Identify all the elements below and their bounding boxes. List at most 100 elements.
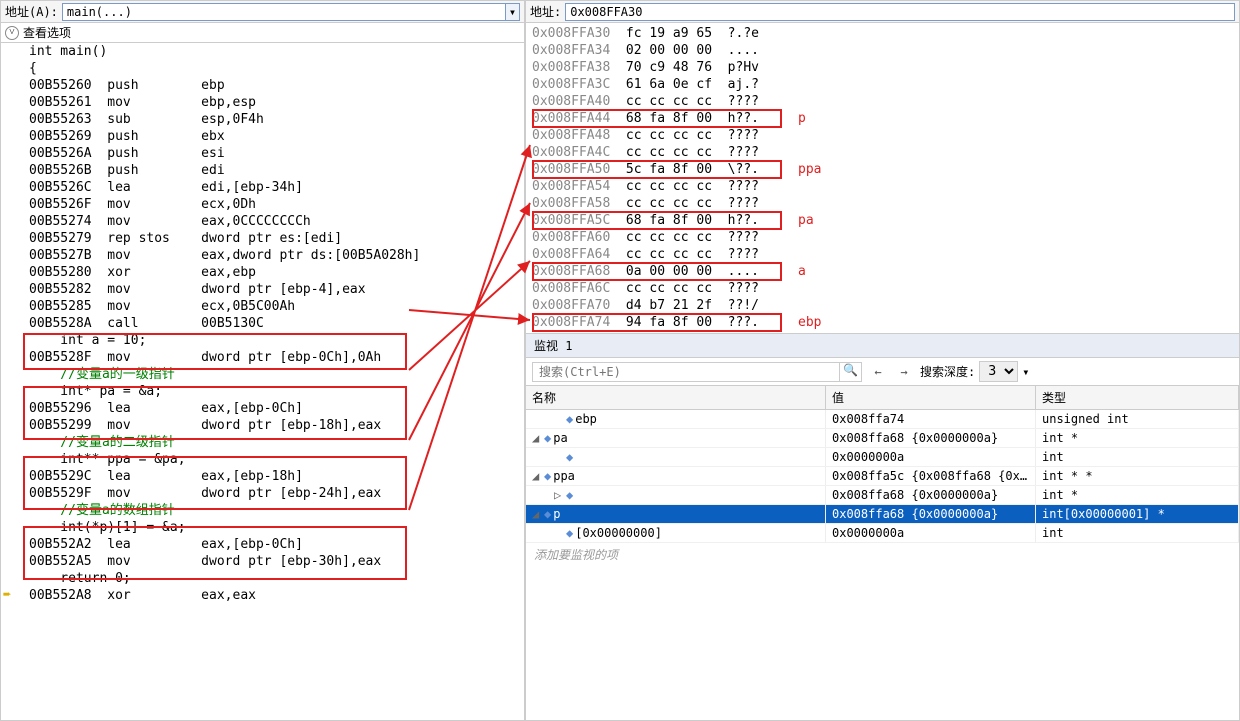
disasm-line[interactable]: 00B55263 sub esp,0F4h — [3, 111, 522, 128]
left-address-bar: 地址(A): ▾ — [1, 1, 524, 23]
disasm-line[interactable]: int** ppa = &pa; — [3, 451, 522, 468]
depth-selector: 搜索深度: 3 ▾ — [920, 361, 1029, 382]
memory-highlight-box — [532, 313, 782, 332]
disasm-line[interactable]: 00B55280 xor eax,ebp — [3, 264, 522, 281]
disasm-line[interactable]: 00B5526C lea edi,[ebp-34h] — [3, 179, 522, 196]
search-input[interactable] — [533, 363, 839, 381]
memory-line[interactable]: 0x008FFA70 d4 b7 21 2f ??!/ — [532, 297, 1233, 314]
disasm-line[interactable]: //变量a的二级指针 — [3, 434, 522, 451]
disasm-line[interactable]: 00B5526A push esi — [3, 145, 522, 162]
disasm-line[interactable]: { — [3, 60, 522, 77]
left-address-input[interactable] — [62, 3, 506, 21]
disasm-line[interactable]: 00B552A8 xor eax,eax — [3, 587, 522, 604]
depth-dropdown-icon[interactable]: ▾ — [1022, 365, 1029, 379]
memory-highlight-box — [532, 109, 782, 128]
disasm-line[interactable]: 00B55261 mov ebp,esp — [3, 94, 522, 111]
disasm-line[interactable]: 00B55279 rep stos dword ptr es:[edi] — [3, 230, 522, 247]
watch-header: 名称 值 类型 — [526, 386, 1239, 410]
memory-line[interactable]: 0x008FFA34 02 00 00 00 .... — [532, 42, 1233, 59]
disasm-line[interactable]: 00B5529C lea eax,[ebp-18h] — [3, 468, 522, 485]
memory-line[interactable]: 0x008FFA5C 68 fa 8f 00 h??.pa — [532, 212, 1233, 229]
dropdown-icon[interactable]: ▾ — [506, 3, 520, 21]
current-line-arrow-icon: ➨ — [3, 587, 11, 603]
disasm-line[interactable]: 00B5527B mov eax,dword ptr ds:[00B5A028h… — [3, 247, 522, 264]
add-watch-item[interactable]: 添加要监视的项 — [526, 543, 1239, 566]
memory-line[interactable]: 0x008FFA3C 61 6a 0e cf aj.? — [532, 76, 1233, 93]
disasm-line[interactable]: 00B5526B push edi — [3, 162, 522, 179]
disasm-line[interactable]: 00B55282 mov dword ptr [ebp-4],eax — [3, 281, 522, 298]
memory-listing[interactable]: 0x008FFA30 fc 19 a9 65 ?.?e0x008FFA34 02… — [526, 23, 1239, 333]
watch-row[interactable]: ◢◆p0x008ffa68 {0x0000000a}int[0x00000001… — [526, 505, 1239, 524]
memory-highlight-box — [532, 211, 782, 230]
memory-label: pa — [798, 212, 814, 229]
memory-line[interactable]: 0x008FFA6C cc cc cc cc ???? — [532, 280, 1233, 297]
memory-line[interactable]: 0x008FFA60 cc cc cc cc ???? — [532, 229, 1233, 246]
disasm-line[interactable]: 00B552A5 mov dword ptr [ebp-30h],eax — [3, 553, 522, 570]
watch-title: 监视 1 — [526, 334, 1239, 358]
disasm-line[interactable]: //变量a的一级指针 — [3, 366, 522, 383]
disasm-line[interactable]: 00B55274 mov eax,0CCCCCCCCh — [3, 213, 522, 230]
memory-label: a — [798, 263, 806, 280]
memory-line[interactable]: 0x008FFA44 68 fa 8f 00 h??.p — [532, 110, 1233, 127]
addr-label-right: 地址: — [530, 3, 561, 20]
disasm-line[interactable]: 00B55285 mov ecx,0B5C00Ah — [3, 298, 522, 315]
col-val-header[interactable]: 值 — [826, 386, 1036, 409]
disasm-line[interactable]: int main() — [3, 43, 522, 60]
disasm-line[interactable]: int* pa = &a; — [3, 383, 522, 400]
search-icon[interactable]: 🔍 — [839, 363, 861, 381]
disasm-line[interactable]: //变量a的数组指针 — [3, 502, 522, 519]
depth-select[interactable]: 3 — [979, 361, 1018, 382]
chevron-down-icon[interactable]: ˅ — [5, 26, 19, 40]
watch-pane: 监视 1 🔍 ← → 搜索深度: 3 ▾ 名称 值 类型 — [526, 333, 1239, 720]
watch-row[interactable]: ◢◆pa0x008ffa68 {0x0000000a}int * — [526, 429, 1239, 448]
memory-line[interactable]: 0x008FFA38 70 c9 48 76 p?Hv — [532, 59, 1233, 76]
depth-label: 搜索深度: — [920, 363, 975, 380]
memory-line[interactable]: 0x008FFA58 cc cc cc cc ???? — [532, 195, 1233, 212]
memory-line[interactable]: 0x008FFA74 94 fa 8f 00 ???.ebp — [532, 314, 1233, 331]
memory-line[interactable]: 0x008FFA50 5c fa 8f 00 \??.ppa — [532, 161, 1233, 178]
memory-highlight-box — [532, 262, 782, 281]
right-address-input[interactable] — [565, 3, 1235, 21]
col-type-header[interactable]: 类型 — [1036, 386, 1239, 409]
disasm-line[interactable]: 00B55299 mov dword ptr [ebp-18h],eax — [3, 417, 522, 434]
disasm-line[interactable]: 00B55296 lea eax,[ebp-0Ch] — [3, 400, 522, 417]
view-options-label: 查看选项 — [23, 24, 71, 41]
prev-icon[interactable]: ← — [868, 365, 888, 379]
disasm-line[interactable]: 00B55269 push ebx — [3, 128, 522, 145]
disasm-line[interactable]: return 0; — [3, 570, 522, 587]
memory-line[interactable]: 0x008FFA54 cc cc cc cc ???? — [532, 178, 1233, 195]
disasm-line[interactable]: int a = 10; — [3, 332, 522, 349]
memory-line[interactable]: 0x008FFA48 cc cc cc cc ???? — [532, 127, 1233, 144]
disasm-line[interactable]: 00B55260 push ebp — [3, 77, 522, 94]
right-pane: 地址: 0x008FFA30 fc 19 a9 65 ?.?e0x008FFA3… — [525, 0, 1240, 721]
watch-row[interactable]: ◆[0x00000000]0x0000000aint — [526, 524, 1239, 543]
memory-line[interactable]: 0x008FFA64 cc cc cc cc ???? — [532, 246, 1233, 263]
disasm-line[interactable]: 00B5526F mov ecx,0Dh — [3, 196, 522, 213]
disasm-line[interactable]: int(*p)[1] = &a; — [3, 519, 522, 536]
watch-row[interactable]: ◆0x0000000aint — [526, 448, 1239, 467]
memory-label: ppa — [798, 161, 821, 178]
watch-toolbar: 🔍 ← → 搜索深度: 3 ▾ — [526, 358, 1239, 386]
memory-line[interactable]: 0x008FFA68 0a 00 00 00 ....a — [532, 263, 1233, 280]
disasm-line[interactable]: 00B5528F mov dword ptr [ebp-0Ch],0Ah — [3, 349, 522, 366]
disasm-line[interactable]: 00B5528A call 00B5130C — [3, 315, 522, 332]
disassembly-listing[interactable]: int main(){00B55260 push ebp00B55261 mov… — [1, 43, 524, 720]
view-options[interactable]: ˅ 查看选项 — [1, 23, 524, 43]
memory-line[interactable]: 0x008FFA40 cc cc cc cc ???? — [532, 93, 1233, 110]
watch-row[interactable]: ▷◆0x008ffa68 {0x0000000a}int * — [526, 486, 1239, 505]
next-icon[interactable]: → — [894, 365, 914, 379]
memory-line[interactable]: 0x008FFA4C cc cc cc cc ???? — [532, 144, 1233, 161]
memory-label: ebp — [798, 314, 821, 331]
watch-table: 名称 值 类型 ◆ebp0x008ffa74unsigned int◢◆pa0x… — [526, 386, 1239, 720]
memory-highlight-box — [532, 160, 782, 179]
memory-label: p — [798, 110, 806, 127]
disassembly-pane: 地址(A): ▾ ˅ 查看选项 int main(){00B55260 push… — [0, 0, 525, 721]
watch-row[interactable]: ◢◆ppa0x008ffa5c {0x008ffa68 {0x…int * * — [526, 467, 1239, 486]
addr-label: 地址(A): — [5, 3, 58, 20]
watch-row[interactable]: ◆ebp0x008ffa74unsigned int — [526, 410, 1239, 429]
disasm-line[interactable]: 00B552A2 lea eax,[ebp-0Ch] — [3, 536, 522, 553]
memory-line[interactable]: 0x008FFA30 fc 19 a9 65 ?.?e — [532, 25, 1233, 42]
disasm-line[interactable]: 00B5529F mov dword ptr [ebp-24h],eax — [3, 485, 522, 502]
col-name-header[interactable]: 名称 — [526, 386, 826, 409]
memory-pane: 地址: 0x008FFA30 fc 19 a9 65 ?.?e0x008FFA3… — [526, 1, 1239, 333]
